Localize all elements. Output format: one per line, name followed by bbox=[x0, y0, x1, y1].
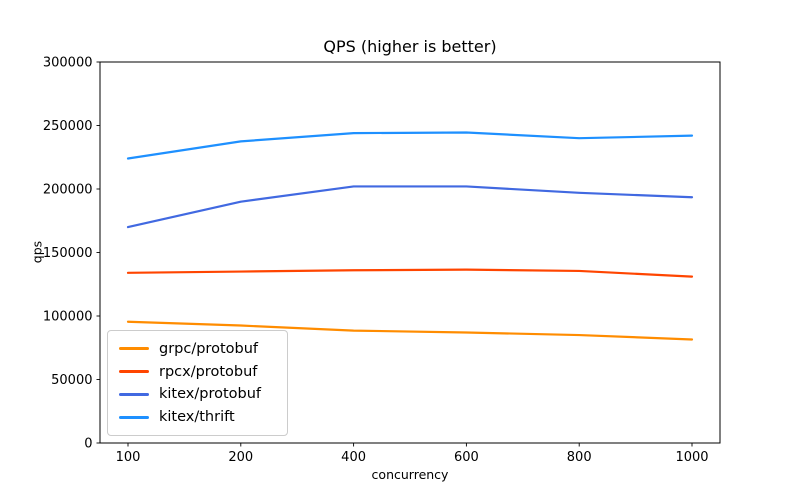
y-tick-label: 0 bbox=[84, 437, 92, 452]
y-tick-label: 200000 bbox=[43, 183, 93, 198]
y-tick-label: 250000 bbox=[43, 119, 93, 134]
y-tick-label: 150000 bbox=[43, 246, 93, 261]
legend-item-rpcx-protobuf: rpcx/protobuf bbox=[108, 364, 287, 380]
legend-label: kitex/protobuf bbox=[159, 386, 262, 403]
chart-title: QPS (higher is better) bbox=[323, 37, 497, 56]
legend-item-kitex-protobuf: kitex/protobuf bbox=[108, 386, 287, 402]
series-line-grpc-protobuf bbox=[126, 320, 694, 341]
legend-line-swatch bbox=[119, 370, 149, 374]
series-line-kitex-protobuf bbox=[126, 185, 694, 229]
y-tick-label: 300000 bbox=[43, 56, 93, 71]
x-tick-label: 800 bbox=[567, 450, 592, 465]
legend-item-kitex-thrift: kitex/thrift bbox=[108, 409, 287, 425]
legend: grpc/protobuf rpcx/protobuf kitex/protobuf… bbox=[107, 330, 288, 436]
series-line-rpcx-protobuf bbox=[126, 268, 694, 278]
x-tick-label: 1000 bbox=[675, 450, 708, 465]
y-tick-label: 100000 bbox=[43, 310, 93, 325]
legend-item-grpc-protobuf: grpc/protobuf bbox=[108, 341, 287, 357]
legend-line-swatch bbox=[119, 392, 149, 396]
y-tick-label: 50000 bbox=[51, 373, 92, 388]
x-axis-label: concurrency bbox=[371, 467, 449, 482]
series-line-kitex-thrift bbox=[126, 131, 694, 160]
x-tick-label: 400 bbox=[341, 450, 366, 465]
legend-line-swatch bbox=[119, 415, 149, 419]
x-tick-label: 200 bbox=[228, 450, 253, 465]
x-tick-label: 100 bbox=[116, 450, 141, 465]
legend-line-swatch bbox=[119, 347, 149, 351]
x-tick-label: 600 bbox=[454, 450, 479, 465]
legend-label: rpcx/protobuf bbox=[159, 363, 258, 380]
legend-label: grpc/protobuf bbox=[159, 340, 259, 357]
legend-label: kitex/thrift bbox=[159, 409, 235, 426]
